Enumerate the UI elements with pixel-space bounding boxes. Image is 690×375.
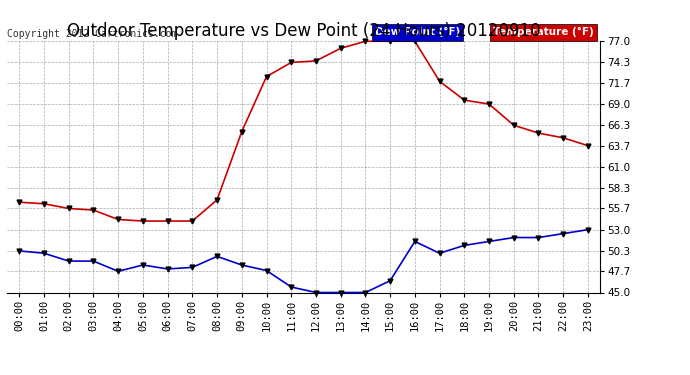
Text: Temperature (°F): Temperature (°F) [493, 27, 594, 38]
Text: Dew Point (°F): Dew Point (°F) [375, 27, 460, 38]
Title: Outdoor Temperature vs Dew Point (24 Hours) 20120910: Outdoor Temperature vs Dew Point (24 Hou… [67, 22, 540, 40]
Text: Copyright 2012 Cartronics.com: Copyright 2012 Cartronics.com [7, 29, 177, 39]
